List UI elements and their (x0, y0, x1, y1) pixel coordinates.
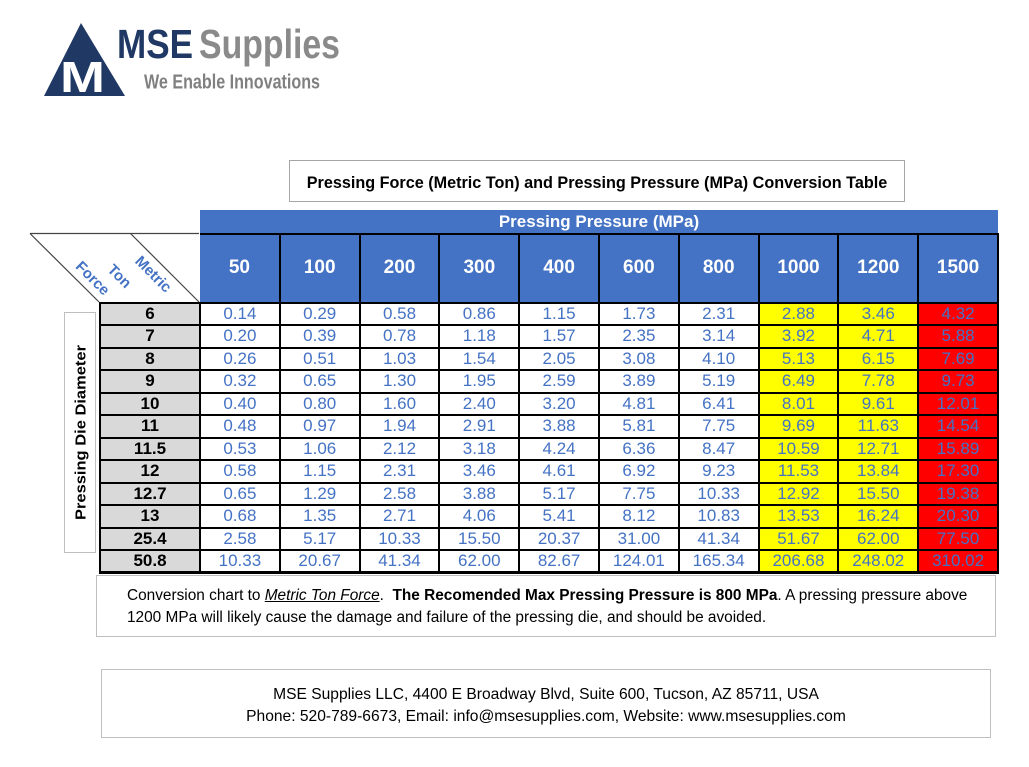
svg-text:We Enable Innovations: We Enable Innovations (144, 72, 320, 94)
svg-text:Supplies: Supplies (199, 21, 340, 67)
svg-text:Pressing Die Diameter: Pressing Die Diameter (73, 345, 90, 520)
svg-text:M: M (60, 53, 105, 102)
svg-text:MSE: MSE (117, 21, 193, 67)
